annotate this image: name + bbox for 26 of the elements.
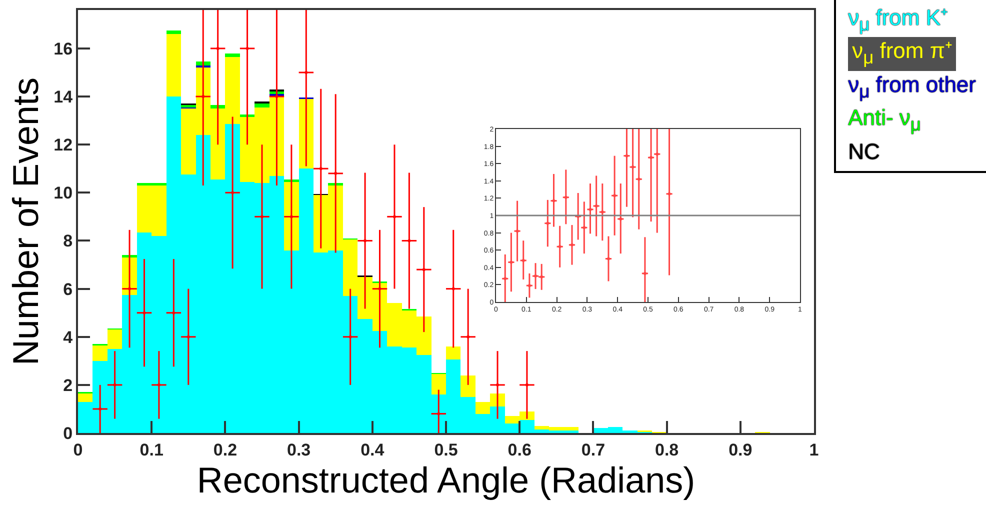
y-axis-title: Number of Events [5, 77, 46, 366]
x-tick-label: 0.6 [508, 440, 532, 460]
y-tick-label: 8 [63, 232, 73, 251]
y-tick-label: 6 [63, 280, 73, 299]
text: ν$_{μ}$ from other [848, 70, 976, 104]
x-tick-label: 0.5 [434, 440, 458, 460]
x-tick-label: 0.9 [728, 440, 752, 460]
x-tick-label: 0.8 [654, 440, 679, 460]
x-tick-label: 1 [809, 440, 819, 460]
text: ν$_{μ}$ from K⁺ [848, 4, 949, 36]
y-tick-label: 2 [63, 376, 73, 395]
x-tick-label: 0.1 [140, 440, 164, 460]
x-axis-title: Reconstructed Angle (Radians) [196, 459, 696, 500]
text: NC [848, 138, 881, 165]
x-tick-label: 0.7 [581, 440, 606, 460]
text: ν$_{μ}$ from π⁺ [848, 37, 956, 71]
y-tick-label: 0 [63, 424, 73, 443]
y-tick-label: 14 [54, 87, 74, 106]
text: Anti- ν$_{μ}$ [848, 104, 922, 137]
x-tick-label: 0.2 [213, 440, 238, 460]
y-tick-label: 4 [63, 328, 74, 347]
y-tick-label: 16 [54, 39, 73, 58]
y-tick-label: 12 [54, 136, 73, 155]
y-tick-label: 10 [54, 184, 73, 203]
x-tick-label: 0.4 [360, 440, 385, 460]
x-tick-label: 0.3 [286, 440, 311, 460]
